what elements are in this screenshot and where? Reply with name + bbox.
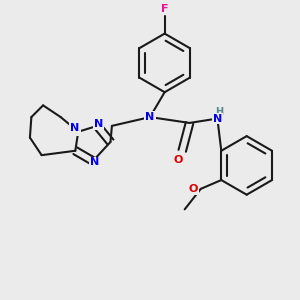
Text: N: N xyxy=(213,113,222,124)
Text: H: H xyxy=(215,107,223,117)
Text: N: N xyxy=(71,125,80,135)
Text: O: O xyxy=(189,184,198,194)
Text: F: F xyxy=(161,4,168,14)
Text: N: N xyxy=(90,158,99,167)
Text: N: N xyxy=(70,123,79,133)
Text: N: N xyxy=(94,119,104,129)
Text: N: N xyxy=(146,112,154,122)
Text: O: O xyxy=(173,154,182,165)
